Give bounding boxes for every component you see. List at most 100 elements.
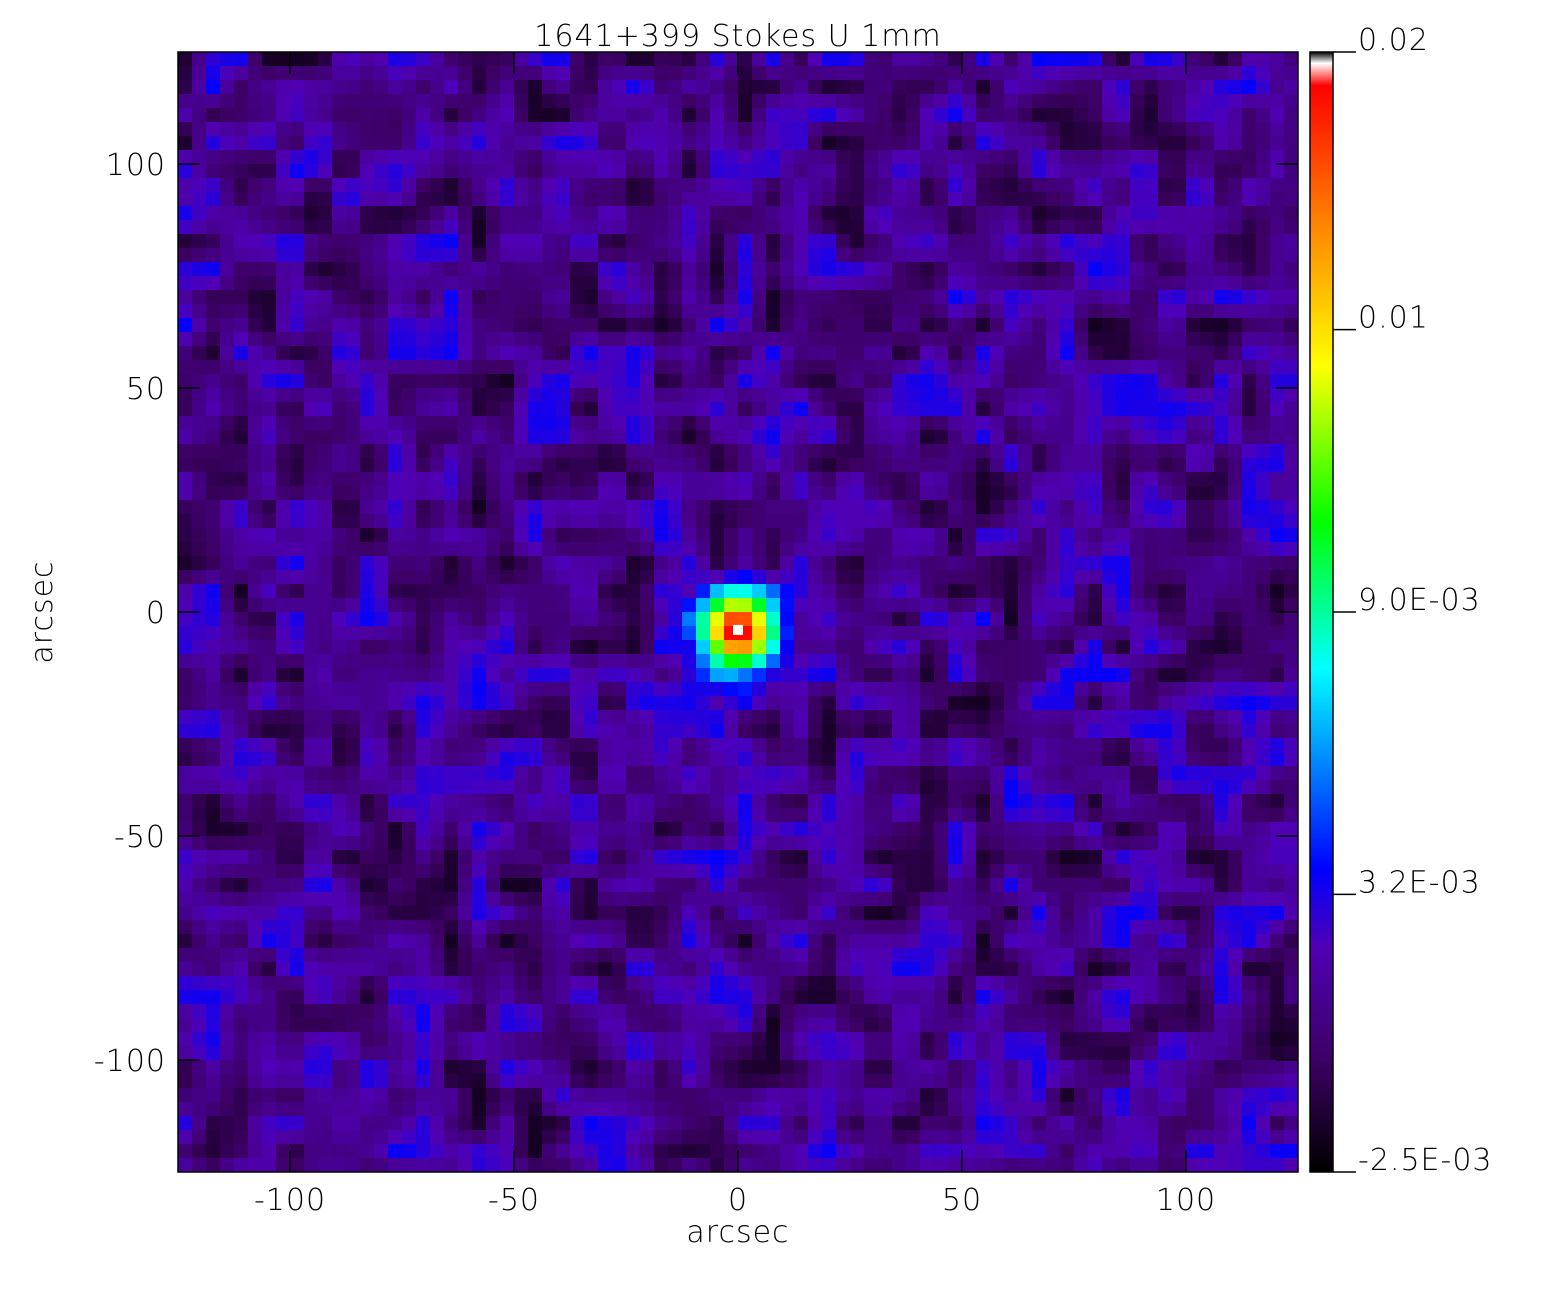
pixel: [1004, 808, 1019, 823]
pixel: [570, 696, 585, 711]
pixel: [500, 318, 515, 333]
pixel: [1256, 738, 1271, 753]
pixel: [682, 738, 697, 753]
pixel: [752, 234, 767, 249]
pixel: [1102, 570, 1117, 585]
pixel: [766, 192, 781, 207]
pixel: [948, 850, 963, 865]
pixel: [1158, 388, 1173, 403]
pixel: [1200, 542, 1215, 557]
pixel: [528, 892, 543, 907]
pixel: [1200, 892, 1215, 907]
pixel: [780, 444, 795, 459]
pixel: [206, 332, 221, 347]
pixel: [1200, 178, 1215, 193]
pixel: [444, 66, 459, 81]
pixel: [640, 52, 655, 67]
pixel: [332, 654, 347, 669]
pixel: [640, 262, 655, 277]
pixel: [612, 80, 627, 95]
pixel: [584, 668, 599, 683]
pixel: [500, 402, 515, 417]
pixel: [1186, 738, 1201, 753]
pixel: [1060, 640, 1075, 655]
pixel: [654, 290, 669, 305]
pixel: [290, 682, 305, 697]
pixel: [220, 346, 235, 361]
pixel: [346, 192, 361, 207]
pixel: [794, 640, 809, 655]
pixel: [1032, 556, 1047, 571]
pixel: [1144, 696, 1159, 711]
pixel: [962, 570, 977, 585]
pixel: [1130, 416, 1145, 431]
pixel: [206, 458, 221, 473]
pixel: [1060, 318, 1075, 333]
pixel: [696, 304, 711, 319]
pixel: [290, 122, 305, 137]
pixel: [1074, 206, 1089, 221]
pixel: [374, 626, 389, 641]
pixel: [234, 752, 249, 767]
pixel: [710, 360, 725, 375]
pixel: [990, 262, 1005, 277]
pixel: [290, 780, 305, 795]
pixel: [612, 528, 627, 543]
pixel: [1228, 458, 1243, 473]
pixel: [738, 276, 753, 291]
pixel: [794, 906, 809, 921]
pixel: [276, 780, 291, 795]
pixel: [738, 850, 753, 865]
pixel: [528, 626, 543, 641]
pixel: [542, 262, 557, 277]
pixel: [808, 374, 823, 389]
pixel: [836, 150, 851, 165]
pixel: [598, 276, 613, 291]
pixel: [850, 626, 865, 641]
pixel: [1032, 514, 1047, 529]
pixel: [388, 780, 403, 795]
pixel: [906, 668, 921, 683]
pixel: [1228, 444, 1243, 459]
pixel: [1186, 360, 1201, 375]
pixel: [318, 444, 333, 459]
pixel: [836, 388, 851, 403]
pixel: [430, 458, 445, 473]
pixel: [822, 696, 837, 711]
pixel: [668, 654, 683, 669]
pixel: [430, 598, 445, 613]
pixel: [836, 542, 851, 557]
pixel: [948, 220, 963, 235]
pixel: [724, 486, 739, 501]
pixel: [738, 528, 753, 543]
pixel: [962, 472, 977, 487]
pixel: [1018, 402, 1033, 417]
pixel: [598, 206, 613, 221]
pixel: [360, 290, 375, 305]
pixel: [976, 360, 991, 375]
pixel: [500, 248, 515, 263]
pixel: [948, 402, 963, 417]
pixel: [878, 416, 893, 431]
pixel: [836, 332, 851, 347]
pixel: [486, 136, 501, 151]
pixel: [514, 500, 529, 515]
pixel: [374, 416, 389, 431]
pixel: [542, 220, 557, 235]
pixel: [1144, 598, 1159, 613]
pixel: [1228, 304, 1243, 319]
pixel: [682, 668, 697, 683]
pixel: [850, 262, 865, 277]
pixel: [290, 738, 305, 753]
pixel: [864, 850, 879, 865]
pixel: [948, 556, 963, 571]
pixel: [1242, 570, 1257, 585]
pixel: [402, 626, 417, 641]
pixel: [934, 458, 949, 473]
pixel: [822, 822, 837, 837]
pixel: [206, 766, 221, 781]
pixel: [696, 724, 711, 739]
pixel: [206, 668, 221, 683]
pixel: [500, 52, 515, 67]
pixel: [640, 66, 655, 81]
